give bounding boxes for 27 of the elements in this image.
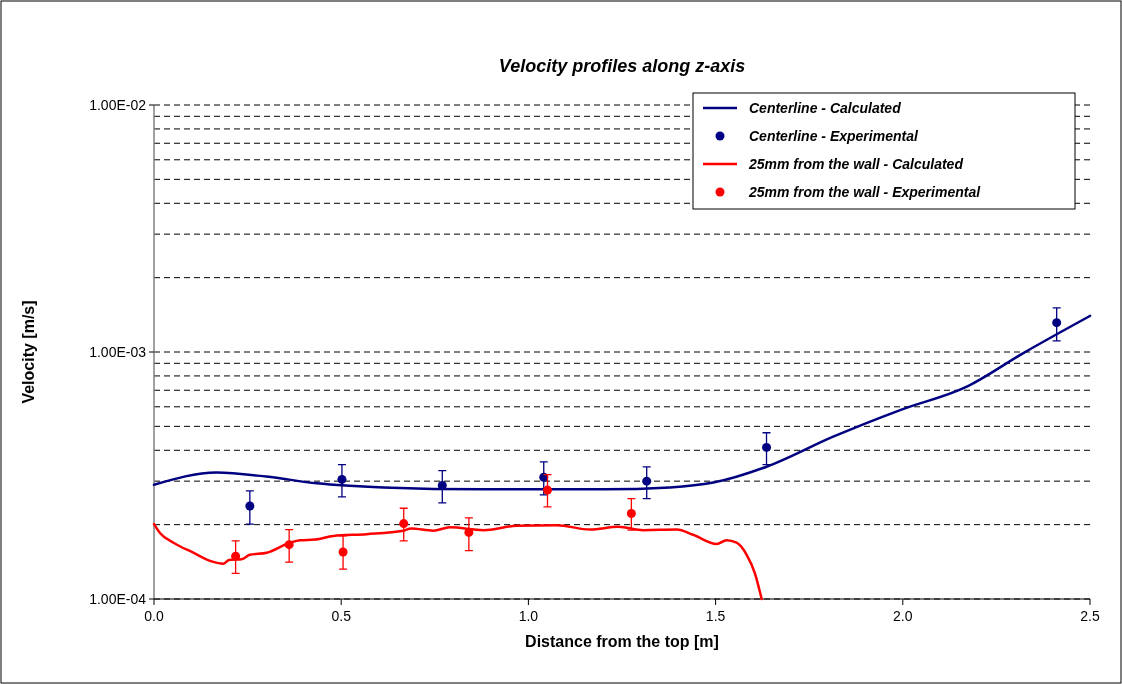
- point: [1052, 318, 1062, 328]
- legend-label: Centerline - Experimental: [749, 128, 919, 144]
- point: [399, 519, 409, 529]
- point: [542, 485, 552, 495]
- y-axis-title: Velocity [m/s]: [20, 300, 37, 404]
- point: [642, 476, 652, 486]
- legend-label: 25mm from the wall - Experimental: [748, 184, 982, 200]
- x-tick-label: 2.5: [1080, 608, 1100, 624]
- y-tick-label: 1.00E-04: [89, 591, 147, 607]
- x-tick-label: 0.5: [331, 608, 352, 624]
- legend-label: 25mm from the wall - Calculated: [748, 156, 964, 172]
- y-tick-label: 1.00E-02: [89, 97, 147, 113]
- y-tick-label: 1.00E-03: [89, 344, 147, 360]
- x-tick-label: 0.0: [144, 608, 164, 624]
- x-tick-label: 1.0: [518, 608, 539, 624]
- point: [337, 474, 347, 484]
- point: [245, 501, 255, 511]
- point: [231, 551, 241, 561]
- point: [284, 540, 294, 550]
- x-axis-title: Distance from the top [m]: [525, 633, 719, 650]
- x-tick-label: 1.5: [705, 608, 726, 624]
- x-tick-label: 2.0: [893, 608, 913, 624]
- point: [338, 547, 348, 557]
- legend-label: Centerline - Calculated: [749, 100, 902, 116]
- point: [626, 508, 636, 518]
- point: [762, 442, 772, 452]
- chart-title: Velocity profiles along z-axis: [498, 56, 746, 76]
